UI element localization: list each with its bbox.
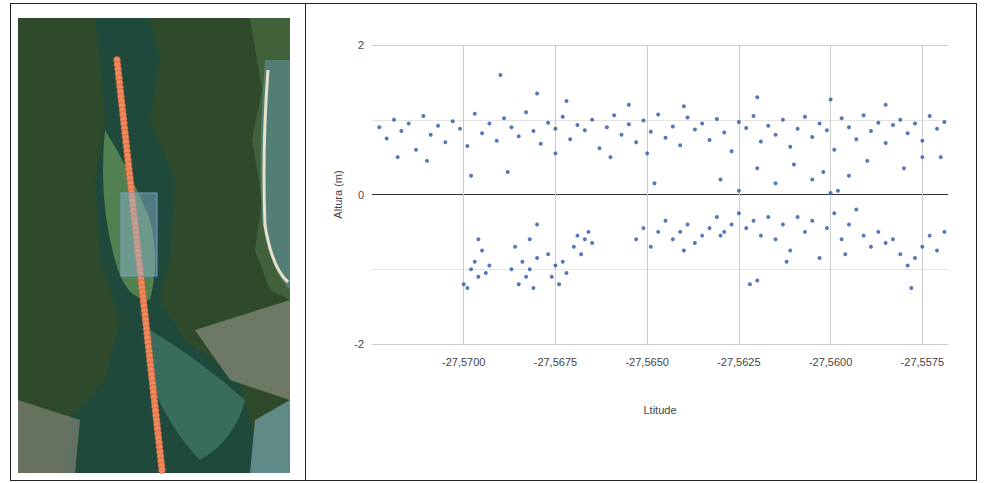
svg-text:-27,5675: -27,5675	[534, 356, 577, 368]
svg-text:-27,5575: -27,5575	[901, 356, 944, 368]
svg-text:-27,5625: -27,5625	[717, 356, 760, 368]
svg-text:-27,5650: -27,5650	[625, 356, 668, 368]
svg-text:-2: -2	[354, 338, 364, 350]
svg-text:-27,5600: -27,5600	[809, 356, 852, 368]
svg-text:Ltitude: Ltitude	[643, 404, 676, 416]
svg-text:0: 0	[358, 189, 364, 201]
svg-text:-27,5700: -27,5700	[442, 356, 485, 368]
svg-text:Altura (m): Altura (m)	[332, 170, 344, 218]
svg-text:2: 2	[358, 39, 364, 51]
